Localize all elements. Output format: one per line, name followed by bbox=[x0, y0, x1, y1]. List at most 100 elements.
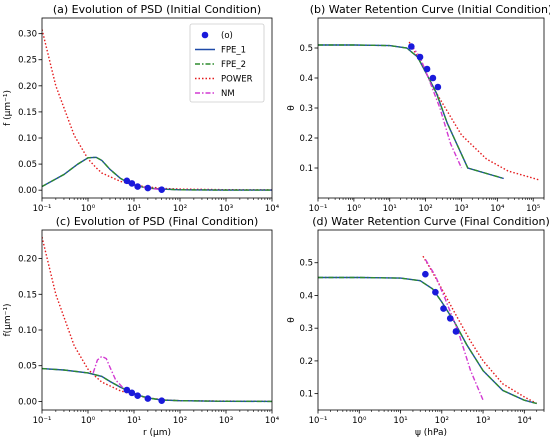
x-axis-label: ψ (hPa) bbox=[415, 428, 447, 437]
data-point-obs bbox=[408, 43, 415, 50]
x-tick-label: 10² bbox=[418, 204, 432, 214]
x-tick-label: 10³ bbox=[454, 204, 468, 214]
y-axis-label: f (μm⁻¹) bbox=[3, 90, 13, 126]
y-tick-label: 0.2 bbox=[299, 134, 313, 144]
x-tick-label: 10⁴ bbox=[517, 416, 532, 426]
x-tick-label: 10² bbox=[435, 416, 449, 426]
y-tick-label: 0.05 bbox=[18, 362, 37, 372]
series-group bbox=[318, 41, 540, 181]
data-point-obs bbox=[134, 183, 141, 190]
series-line-fpe2 bbox=[42, 156, 272, 191]
y-axis-label: θ bbox=[287, 317, 297, 323]
axes-frame bbox=[41, 17, 273, 199]
series-line-nm bbox=[410, 44, 463, 169]
data-point-obs bbox=[128, 180, 136, 187]
data-point-obs bbox=[416, 53, 424, 61]
legend-marker-obs bbox=[201, 31, 209, 39]
subplot-title: (d) Water Retention Curve (Final Conditi… bbox=[312, 215, 549, 228]
y-tick-label: 0.3 bbox=[299, 104, 313, 114]
y-tick-label: 0.10 bbox=[18, 134, 37, 144]
series-line-fpe2 bbox=[318, 44, 504, 180]
series-group bbox=[318, 255, 538, 405]
subplot-title: (b) Water Retention Curve (Initial Condi… bbox=[310, 3, 550, 16]
y-tick-label: 0.05 bbox=[18, 160, 37, 170]
legend-label: FPE_1 bbox=[221, 46, 246, 56]
legend: (o) FPE_1 FPE_2 POWER NM bbox=[189, 23, 265, 103]
legend-label: FPE_2 bbox=[221, 60, 246, 70]
subplot-title: (c) Evolution of PSD (Final Condition) bbox=[56, 215, 259, 228]
x-tick-label: 10² bbox=[173, 204, 187, 214]
series-group bbox=[42, 236, 272, 405]
x-tick-label: 10¹ bbox=[127, 204, 141, 214]
series-line-nm bbox=[92, 355, 135, 395]
series-line-fpe1 bbox=[318, 276, 537, 405]
x-tick-label: 10⁵ bbox=[526, 204, 540, 214]
x-tick-label: 10⁴ bbox=[490, 204, 505, 214]
y-tick-label: 0.30 bbox=[18, 30, 37, 40]
x-tick-label: 10⁴ bbox=[265, 204, 280, 214]
y-tick-label: 0.15 bbox=[18, 290, 37, 300]
data-point-obs bbox=[144, 184, 152, 192]
data-point-obs bbox=[440, 305, 447, 312]
series-line-fpe1 bbox=[42, 367, 272, 403]
y-tick-label: 0.20 bbox=[18, 255, 37, 265]
x-tick-label: 10⁻¹ bbox=[33, 416, 52, 426]
subplot-title: (a) Evolution of PSD (Initial Condition) bbox=[53, 3, 261, 16]
x-tick-label: 10³ bbox=[476, 416, 490, 426]
data-point-obs bbox=[144, 395, 152, 402]
series-group bbox=[42, 29, 272, 193]
x-tick-label: 10⁻¹ bbox=[309, 204, 328, 214]
y-tick-label: 0.4 bbox=[299, 291, 313, 301]
data-point-obs bbox=[422, 270, 429, 278]
series-line-fpe2 bbox=[318, 276, 537, 405]
x-tick-label: 10¹ bbox=[383, 204, 397, 214]
x-tick-label: 10⁴ bbox=[265, 416, 280, 426]
series-line-fpe2 bbox=[42, 367, 272, 403]
x-tick-label: 10⁻¹ bbox=[33, 204, 52, 214]
x-tick-label: 10⁰ bbox=[347, 204, 362, 214]
y-tick-label: 0.15 bbox=[18, 108, 37, 118]
data-point-obs bbox=[123, 386, 131, 394]
data-point-obs bbox=[446, 315, 454, 322]
data-point-obs bbox=[123, 177, 131, 185]
data-point-obs bbox=[134, 392, 141, 400]
y-tick-label: 0.25 bbox=[18, 56, 37, 66]
data-point-obs bbox=[429, 74, 437, 82]
y-tick-label: 0.5 bbox=[299, 259, 313, 269]
y-axis-label: θ bbox=[287, 105, 297, 111]
y-tick-label: 0.5 bbox=[299, 44, 313, 54]
data-point-obs bbox=[452, 328, 460, 335]
x-tick-label: 10⁰ bbox=[352, 416, 367, 426]
y-tick-label: 0.00 bbox=[18, 186, 37, 196]
x-tick-label: 10⁰ bbox=[81, 416, 96, 426]
subplot-1: (b) Water Retention Curve (Initial Condi… bbox=[287, 3, 550, 214]
subplot-2: (c) Evolution of PSD (Final Condition) 10… bbox=[3, 215, 280, 437]
x-tick-label: 10¹ bbox=[393, 416, 407, 426]
series-line-power bbox=[408, 41, 540, 181]
series-line-fpe1 bbox=[42, 156, 272, 191]
legend-label: POWER bbox=[221, 75, 253, 85]
y-tick-label: 0.2 bbox=[299, 357, 313, 367]
y-tick-label: 0.1 bbox=[299, 390, 313, 400]
legend-label: NM bbox=[221, 89, 235, 99]
legend-box bbox=[189, 23, 265, 103]
x-tick-label: 10² bbox=[173, 416, 187, 426]
data-point-obs bbox=[158, 397, 165, 405]
x-tick-label: 10⁻¹ bbox=[309, 416, 328, 426]
y-tick-label: 0.10 bbox=[18, 326, 37, 336]
y-axis-label: f(μm⁻¹) bbox=[3, 303, 13, 336]
data-point-obs bbox=[423, 65, 431, 73]
data-point-obs bbox=[128, 389, 136, 397]
axes-frame bbox=[317, 229, 545, 411]
x-tick-label: 10³ bbox=[219, 204, 233, 214]
legend-label: (o) bbox=[221, 31, 233, 41]
y-tick-label: 0.00 bbox=[18, 397, 37, 407]
subplot-3: (d) Water Retention Curve (Final Conditi… bbox=[287, 215, 550, 437]
series-line-power bbox=[42, 236, 272, 402]
x-tick-label: 10⁰ bbox=[81, 204, 96, 214]
series-line-fpe1 bbox=[318, 44, 504, 180]
y-tick-label: 0.3 bbox=[299, 324, 313, 334]
x-tick-label: 10¹ bbox=[127, 416, 141, 426]
y-tick-label: 0.4 bbox=[299, 74, 313, 84]
